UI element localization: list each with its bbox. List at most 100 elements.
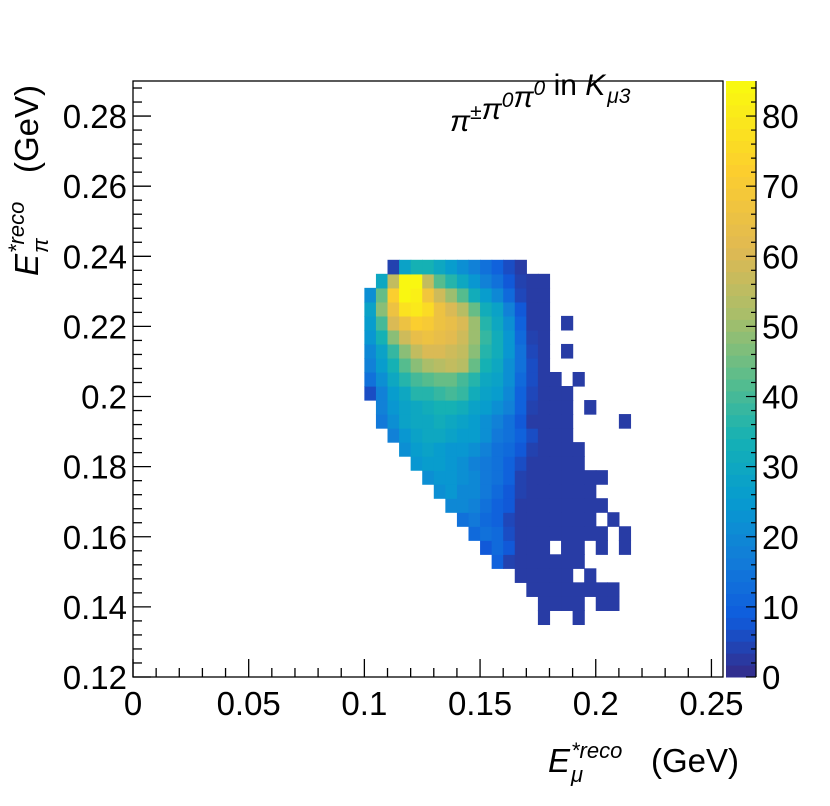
- colorbar-segment: [726, 283, 756, 297]
- heat-cell: [445, 259, 458, 275]
- heatmap-cells: [364, 259, 632, 626]
- axis-title-unit: (GeV): [8, 85, 45, 173]
- heat-cell: [480, 512, 493, 527]
- heat-cell: [491, 329, 504, 345]
- heat-cell: [468, 386, 481, 401]
- heat-cell: [433, 259, 446, 275]
- heat-cell: [572, 371, 585, 387]
- heat-cell: [514, 512, 527, 527]
- heat-cell: [537, 400, 551, 415]
- heat-cell: [410, 357, 423, 373]
- heat-cell: [491, 400, 504, 415]
- heat-cell: [480, 259, 493, 275]
- heat-cell: [422, 442, 435, 457]
- colorbar-segment: [726, 605, 756, 618]
- heat-cell: [491, 315, 504, 331]
- colorbar-segment: [726, 557, 756, 571]
- heat-cell: [572, 526, 585, 541]
- heat-cell: [549, 442, 562, 457]
- heat-cell: [537, 442, 551, 457]
- heat-cell: [526, 540, 539, 555]
- heat-cell: [410, 343, 423, 359]
- heat-cell: [456, 414, 470, 429]
- heat-cell: [491, 414, 504, 429]
- heat-cell: [514, 259, 527, 275]
- heat-cell: [537, 315, 551, 331]
- heat-cell: [526, 456, 539, 471]
- heat-cell: [561, 414, 574, 429]
- heat-cell: [514, 442, 527, 457]
- heat-cell: [584, 484, 597, 499]
- heat-cell: [526, 428, 539, 443]
- colorbar-tick-label: 50: [762, 308, 799, 345]
- heat-cell: [456, 343, 470, 359]
- heat-cell: [422, 315, 435, 331]
- heat-cell: [399, 273, 412, 289]
- heat-cell: [445, 456, 458, 471]
- y-tick-label: 0.28: [63, 98, 127, 135]
- heat-cell: [503, 428, 516, 443]
- heat-cell: [584, 400, 597, 415]
- heat-cell: [422, 343, 435, 359]
- colorbar-segment: [726, 212, 756, 225]
- colorbar-segment: [726, 128, 756, 142]
- heat-cell: [537, 371, 551, 387]
- heat-cell: [514, 386, 527, 401]
- heat-cell: [375, 400, 389, 415]
- heat-cell: [456, 484, 470, 499]
- heat-cell: [503, 400, 516, 415]
- heat-cell: [491, 512, 504, 527]
- heat-cell: [387, 371, 400, 387]
- heat-cell: [561, 554, 574, 569]
- heat-cell: [422, 386, 435, 401]
- heat-cell: [480, 301, 493, 317]
- heat-cell: [514, 470, 527, 485]
- heat-cell: [410, 371, 423, 387]
- colorbar-segment: [726, 104, 756, 118]
- colorbar-tick-label: 40: [762, 379, 799, 416]
- colorbar-segment: [726, 665, 756, 678]
- heat-cell: [410, 315, 423, 331]
- heat-cell: [503, 414, 516, 429]
- heat-cell: [514, 456, 527, 471]
- heat-cell: [456, 400, 470, 415]
- heat-cell: [491, 259, 504, 275]
- heat-cell: [399, 371, 412, 387]
- heat-cell: [595, 596, 608, 611]
- heat-cell: [468, 329, 481, 345]
- heat-cell: [537, 512, 551, 527]
- colorbar-segment: [726, 438, 756, 452]
- heat-cell: [537, 456, 551, 471]
- heat-cell: [456, 371, 470, 387]
- heat-cell: [399, 329, 412, 345]
- heat-cell: [480, 414, 493, 429]
- heat-cell: [549, 484, 562, 499]
- heat-cell: [375, 315, 389, 331]
- colorbar-segment: [726, 247, 756, 261]
- heat-cell: [375, 357, 389, 373]
- heat-cell: [468, 259, 481, 275]
- heat-cell: [410, 273, 423, 289]
- colorbar-segment: [726, 379, 756, 392]
- heat-cell: [549, 512, 562, 527]
- heat-cell: [561, 470, 574, 485]
- heat-cell: [456, 442, 470, 457]
- heat-cell: [364, 386, 377, 401]
- colorbar-segment: [726, 569, 756, 583]
- heat-cell: [503, 315, 516, 331]
- heat-cell: [410, 329, 423, 345]
- heat-cell: [561, 568, 574, 583]
- colorbar-segment: [726, 390, 756, 404]
- heat-cell: [445, 386, 458, 401]
- heat-cell: [399, 259, 412, 275]
- heat-cell: [468, 442, 481, 457]
- annotation-text: π±π0π0 in Kμ3: [450, 69, 631, 138]
- heat-cell: [537, 329, 551, 345]
- heat-cell: [410, 287, 423, 303]
- heat-cell: [387, 287, 400, 303]
- heat-cell: [503, 343, 516, 359]
- heat-cell: [526, 301, 539, 317]
- y-tick-label: 0.26: [63, 168, 127, 205]
- heat-cell: [537, 610, 551, 626]
- heat-cell: [433, 315, 446, 331]
